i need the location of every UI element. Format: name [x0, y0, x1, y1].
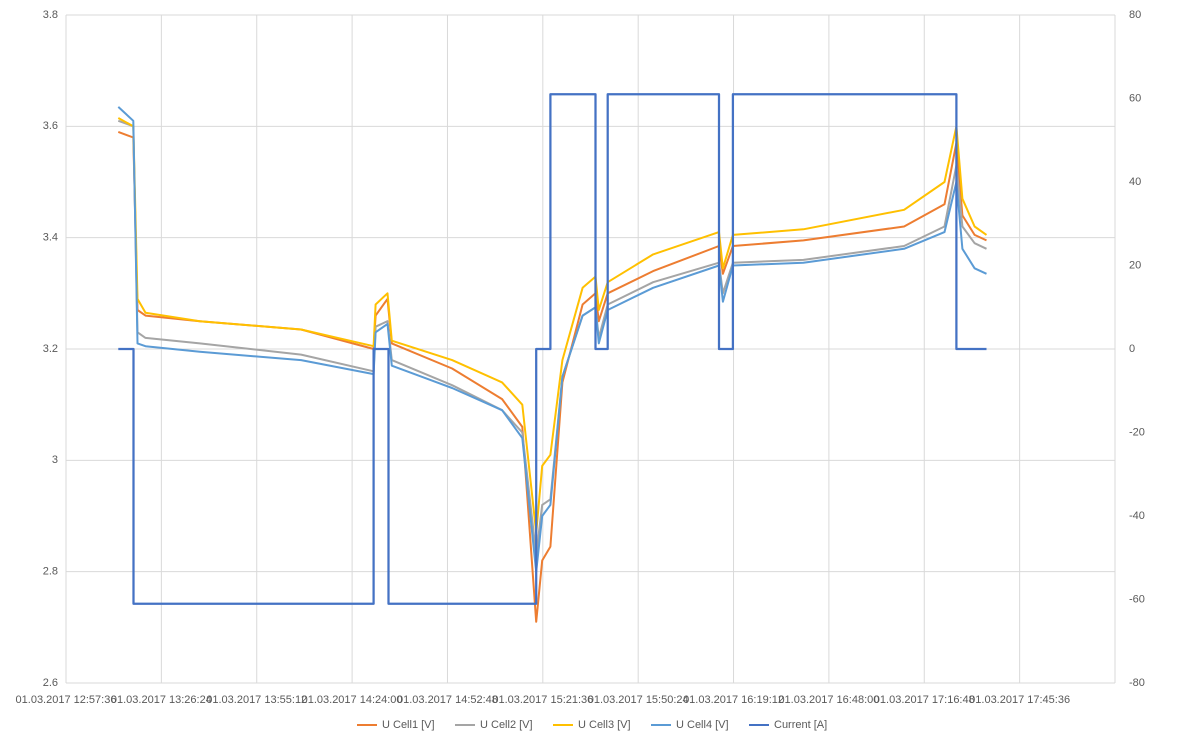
y2-tick-label: 0 [1129, 343, 1135, 355]
y2-tick-label: 20 [1129, 259, 1141, 271]
y-tick-label: 3 [52, 454, 58, 466]
x-tick-label: 01.03.2017 14:52:48 [397, 694, 498, 706]
x-tick-label: 01.03.2017 16:19:12 [683, 694, 784, 706]
series-line [117, 117, 988, 534]
x-tick-label: 01.03.2017 12:57:36 [16, 694, 117, 706]
legend-label: U Cell1 [V] [382, 719, 435, 731]
series-line [118, 93, 987, 605]
series-line [117, 106, 987, 573]
x-tick-label: 01.03.2017 15:21:36 [492, 694, 593, 706]
legend-label: U Cell2 [V] [480, 719, 533, 731]
x-tick-label: 01.03.2017 14:24:00 [302, 694, 403, 706]
x-tick-label: 01.03.2017 16:48:00 [778, 694, 879, 706]
y2-tick-label: -80 [1129, 677, 1145, 689]
y-tick-label: 2.8 [43, 566, 58, 578]
y2-tick-label: 40 [1129, 176, 1141, 188]
y-tick-label: 3.8 [43, 9, 58, 21]
y-tick-label: 3.2 [43, 343, 58, 355]
y2-tick-label: -40 [1129, 510, 1145, 522]
x-tick-label: 01.03.2017 13:26:24 [111, 694, 212, 706]
y-tick-label: 3.6 [43, 120, 58, 132]
y-tick-label: 2.6 [43, 677, 58, 689]
x-tick-label: 01.03.2017 15:50:24 [588, 694, 689, 706]
x-tick-label: 01.03.2017 17:16:48 [874, 694, 975, 706]
series-line [117, 130, 987, 623]
legend-label: U Cell4 [V] [676, 719, 729, 731]
legend-label: Current [A] [774, 719, 827, 731]
x-tick-label: 01.03.2017 17:45:36 [969, 694, 1070, 706]
y2-tick-label: -20 [1129, 426, 1145, 438]
legend-label: U Cell3 [V] [578, 719, 631, 731]
x-tick-label: 01.03.2017 13:55:12 [206, 694, 307, 706]
y2-tick-label: -60 [1129, 593, 1145, 605]
y-tick-label: 3.4 [43, 232, 58, 244]
y2-tick-label: 80 [1129, 9, 1141, 21]
y2-tick-label: 60 [1129, 92, 1141, 104]
